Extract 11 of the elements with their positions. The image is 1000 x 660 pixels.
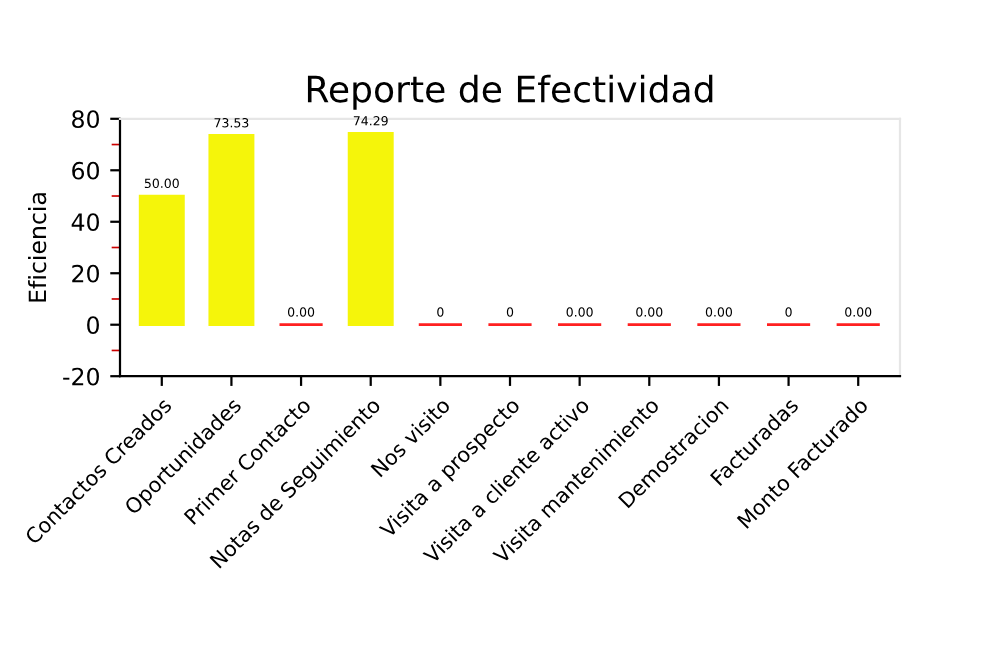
bar <box>138 194 185 327</box>
y-tick-label: 0 <box>87 316 99 335</box>
y-tick-label: 60 <box>72 161 99 180</box>
y-axis-title: Eficiencia <box>28 193 47 302</box>
y-tick-label: 40 <box>71 213 99 232</box>
bar <box>347 132 394 327</box>
y-tick-label: 80 <box>72 110 99 129</box>
y-tick-label: -20 <box>63 367 99 386</box>
chart-title: Reporte de Efectividad <box>307 74 713 110</box>
y-tick-label: 20 <box>72 264 99 283</box>
bar <box>208 134 255 327</box>
